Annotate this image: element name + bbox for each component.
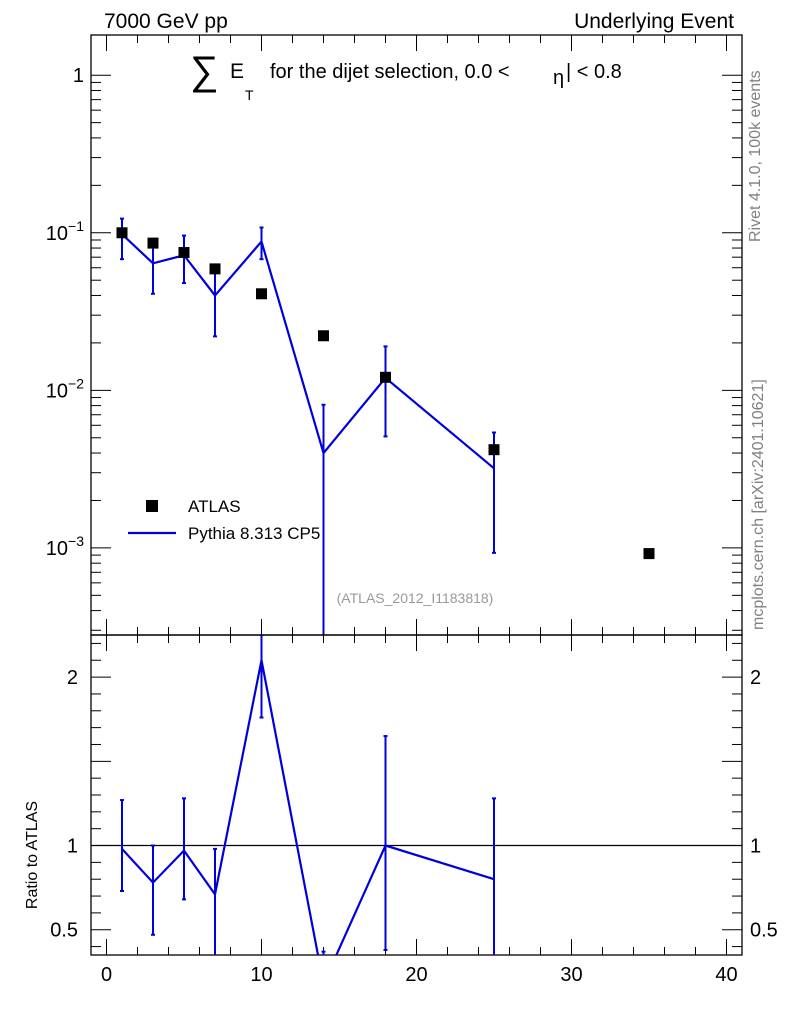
- title-variable: E: [230, 60, 244, 83]
- ratio-y-tick-label-left: 0.5: [50, 920, 78, 942]
- mc-line-ratio: [121, 660, 495, 955]
- atlas-data-point: [147, 237, 159, 249]
- x-tick-label: 40: [715, 964, 737, 986]
- title-text-end: | < 0.8: [566, 61, 622, 83]
- main-y-tick-label: 1: [73, 65, 84, 87]
- legend-atlas-marker: [146, 500, 158, 512]
- title-subscript: T: [245, 87, 254, 103]
- x-tick-label: 10: [250, 964, 272, 986]
- atlas-data-point: [178, 246, 190, 258]
- plot-title: ∑ E T for the dijet selection, 0.0 < η |…: [190, 49, 622, 103]
- atlas-data-point: [643, 548, 655, 560]
- main-panel: 1 10−1 10−2 10−3 (ATLAS_2012_I1183818) ATLA…: [46, 34, 743, 636]
- atlas-data-point: [380, 371, 391, 383]
- main-y-tick-label: 10−2: [46, 375, 84, 402]
- title-text: for the dijet selection, 0.0 <: [270, 61, 510, 83]
- ratio-y-tick-label-left: 2: [67, 667, 78, 689]
- x-tick-label: 30: [560, 964, 582, 986]
- mc-line-main: [121, 233, 495, 470]
- legend: ATLAS Pythia 8.313 CP5: [128, 497, 320, 543]
- ratio-panel: 0.5 0.5 1 1 2 2 0 10 20 30 40 Ratio to ATLAS: [24, 634, 778, 986]
- main-axis-ticks: [91, 35, 742, 635]
- ratio-y-tick-label-right: 1: [750, 836, 761, 858]
- legend-atlas-label: ATLAS: [188, 497, 241, 516]
- analysis-tag: (ATLAS_2012_I1183818): [337, 590, 494, 606]
- atlas-data-point: [209, 263, 221, 275]
- main-y-tick-label: 10−1: [46, 218, 84, 245]
- mc-series-ratio: [120, 635, 496, 955]
- ratio-axis-ticks: [91, 635, 742, 955]
- header-left: 7000 GeV pp: [104, 10, 228, 33]
- ratio-y-tick-label-right: 0.5: [750, 920, 778, 942]
- atlas-data-point: [488, 444, 500, 456]
- rivet-label: Rivet 4.1.0, 100k events: [747, 70, 764, 242]
- title-sum-symbol: ∑: [190, 49, 219, 93]
- x-tick-label: 0: [101, 964, 112, 986]
- ratio-y-axis-label: Ratio to ATLAS: [24, 801, 41, 909]
- mc-series-main: [120, 217, 496, 635]
- main-frame: [90, 34, 743, 636]
- atlas-data-point: [256, 288, 267, 300]
- atlas-data-point: [318, 330, 329, 342]
- atlas-series-main: [116, 227, 655, 560]
- x-tick-labels: 0 10 20 30 40: [101, 964, 738, 986]
- ratio-y-tick-labels: 0.5 0.5 1 1 2 2: [50, 667, 778, 942]
- title-eta: η: [553, 67, 564, 89]
- atlas-data-point: [116, 227, 128, 239]
- main-y-tick-labels: 1 10−1 10−2 10−3: [46, 65, 84, 560]
- x-tick-label: 20: [405, 964, 427, 986]
- ratio-y-tick-label-left: 1: [67, 836, 78, 858]
- main-y-tick-label: 10−3: [46, 533, 84, 560]
- ratio-frame: [90, 634, 743, 956]
- legend-mc-label: Pythia 8.313 CP5: [188, 524, 320, 543]
- ratio-y-tick-label-right: 2: [750, 667, 761, 689]
- mcplots-label: mcplots.cern.ch [arXiv:2401.10621]: [750, 379, 767, 630]
- header-right: Underlying Event: [574, 10, 734, 33]
